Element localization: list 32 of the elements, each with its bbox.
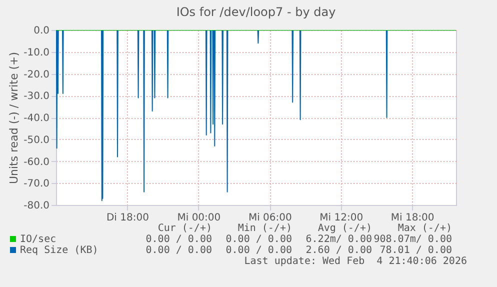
x-tick-label: Mi 12:00 <box>320 212 364 224</box>
legend-label: IO/sec <box>19 234 58 245</box>
text: Avg (-/+) <box>316 223 372 234</box>
chart-title: IOs for /dev/loop7 - by day <box>176 5 336 19</box>
text: 908.07m/ 0.00 <box>372 234 452 245</box>
text: 2.60 / 0.00 <box>304 245 372 256</box>
text: 78.01 / 0.00 <box>378 245 452 256</box>
y-tick-label: 0.0 <box>34 26 50 36</box>
legend-label: Req Size (KB) <box>19 245 100 256</box>
text: Max (-/+) <box>396 223 452 234</box>
text: Cur (-/+) <box>156 223 212 234</box>
y-axis-title: Units read (-) / write (+) <box>8 52 21 184</box>
text: 6.22m/ 0.00 <box>304 234 372 245</box>
text: 0.00 / 0.00 <box>224 245 292 256</box>
line-series <box>56 30 388 202</box>
y-tick-label: -30.0 <box>24 91 50 102</box>
text: Last update: Wed Feb 4 21:40:06 2026 <box>244 256 467 267</box>
x-tick-label: Mi 00:00 <box>177 212 221 224</box>
text: 0.00 / 0.00 <box>144 245 212 256</box>
x-tick-label: Mi 18:00 <box>390 212 434 224</box>
x-tick-label: Di 18:00 <box>106 212 149 224</box>
y-tick-label: -70.0 <box>24 178 50 190</box>
text: Min (-/+) <box>236 223 292 234</box>
y-tick-label: -10.0 <box>24 47 50 58</box>
text: 0.00 / 0.00 <box>224 234 292 245</box>
x-tick-label: Mi 06:00 <box>248 212 292 224</box>
y-tick-label: -50.0 <box>24 134 50 146</box>
y-tick-label: -20.0 <box>24 69 50 80</box>
y-tick-label: -60.0 <box>24 156 50 168</box>
y-tick-label: -40.0 <box>24 113 50 124</box>
y-tick-label: -80.0 <box>24 200 50 212</box>
text: 0.00 / 0.00 <box>144 234 212 245</box>
